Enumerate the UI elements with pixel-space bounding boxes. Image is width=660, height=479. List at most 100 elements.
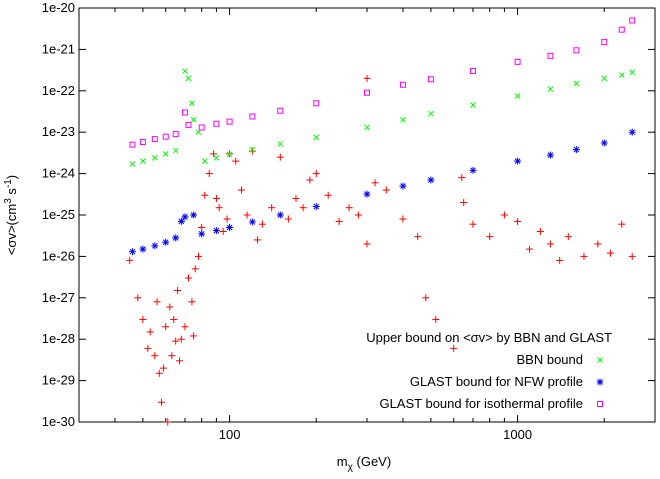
data-point: [168, 352, 176, 360]
legend-marker-symbol: [597, 357, 603, 363]
data-point: [151, 136, 158, 143]
series-2: [128, 128, 636, 256]
y-tick-label: 1e-26: [42, 248, 75, 263]
legend-label-isothermal: GLAST bound for isothermal profile: [379, 396, 583, 411]
data-point: [213, 155, 220, 161]
data-point: [177, 217, 185, 225]
x-axis-label: mχ (GeV): [337, 454, 391, 473]
data-point: [151, 242, 159, 250]
series-layer: [126, 17, 636, 426]
data-point: [181, 323, 189, 331]
data-point: [432, 315, 440, 323]
data-point: [160, 364, 168, 372]
data-point: [205, 170, 213, 178]
data-point: [618, 72, 625, 78]
data-point: [185, 75, 192, 82]
data-point: [191, 265, 199, 273]
legend-item-bbn: BBN bound: [517, 352, 603, 367]
data-point: [276, 153, 284, 161]
data-point: [174, 287, 182, 295]
data-point: [166, 303, 174, 311]
data-point: [226, 151, 233, 158]
data-point: [198, 223, 206, 231]
data-point: [139, 138, 146, 145]
data-point: [181, 213, 189, 221]
data-point: [249, 113, 256, 120]
data-point: [210, 150, 218, 158]
data-point: [232, 157, 240, 165]
data-point: [573, 80, 580, 87]
data-point: [514, 157, 522, 165]
data-point: [201, 191, 209, 199]
data-point: [144, 344, 152, 352]
data-point: [172, 337, 180, 345]
data-point: [400, 116, 406, 123]
data-point: [324, 191, 332, 199]
y-axis-label: <σv>(cm3 s-1): [3, 175, 19, 255]
data-point: [268, 204, 276, 212]
y-tick-label: 1e-20: [42, 0, 75, 15]
y-tick-label: 1e-21: [42, 41, 75, 56]
x-axis-label-unit: (GeV): [353, 454, 391, 469]
data-point: [628, 128, 636, 136]
y-tick-label: 1e-29: [42, 373, 75, 388]
data-point: [284, 215, 292, 223]
data-point: [198, 230, 206, 238]
data-point: [422, 294, 430, 302]
y-tick-label: 1e-23: [42, 124, 75, 139]
data-point: [547, 86, 554, 92]
data-point: [188, 298, 196, 306]
y-axis-label-mid: s: [4, 188, 19, 199]
data-point: [190, 332, 198, 340]
data-point: [469, 166, 477, 174]
legend-marker-isothermal: [597, 401, 603, 407]
data-point: [248, 147, 256, 155]
data-point: [500, 211, 508, 219]
data-point: [313, 134, 320, 141]
data-point: [335, 217, 343, 225]
data-point: [399, 182, 407, 190]
data-point: [354, 211, 362, 219]
data-point: [600, 139, 608, 147]
data-point: [382, 186, 390, 194]
y-axis-label-sup2: -1: [3, 179, 14, 188]
data-point: [469, 68, 476, 75]
data-point: [312, 170, 320, 178]
data-point: [172, 147, 179, 154]
data-point: [195, 129, 202, 136]
data-point: [126, 256, 134, 264]
x-axis-ticks: 100 1000: [78, 8, 656, 442]
data-point: [134, 294, 142, 302]
data-point: [628, 252, 636, 260]
y-tick-label: 1e-25: [42, 207, 75, 222]
data-point: [172, 131, 179, 138]
data-point: [258, 220, 266, 228]
legend-title: Upper bound on <σv> by BBN and GLAST: [366, 330, 612, 345]
data-point: [514, 217, 522, 225]
data-point: [198, 124, 205, 131]
data-point: [155, 369, 163, 377]
data-point: [450, 344, 458, 352]
data-point: [573, 47, 580, 54]
data-point: [140, 158, 146, 164]
x-tick-label: 100: [219, 427, 241, 442]
x-tick-label: 1000: [503, 427, 532, 442]
data-point: [177, 335, 185, 343]
data-point: [128, 248, 136, 256]
y-tick-label: 1e-30: [42, 414, 75, 429]
data-point: [226, 118, 233, 125]
legend-item-isothermal: GLAST bound for isothermal profile: [379, 396, 603, 411]
data-point: [399, 215, 407, 223]
data-point: [277, 141, 284, 147]
legend-marker-symbol: [597, 401, 603, 407]
data-point: [185, 274, 193, 282]
data-point: [212, 195, 220, 203]
data-point: [248, 218, 256, 226]
data-point: [151, 352, 159, 360]
data-point: [572, 146, 580, 154]
data-point: [526, 245, 534, 253]
data-point: [243, 211, 251, 219]
data-point: [219, 227, 227, 235]
x-axis-label-subscript: χ: [348, 462, 354, 473]
data-point: [601, 39, 608, 46]
